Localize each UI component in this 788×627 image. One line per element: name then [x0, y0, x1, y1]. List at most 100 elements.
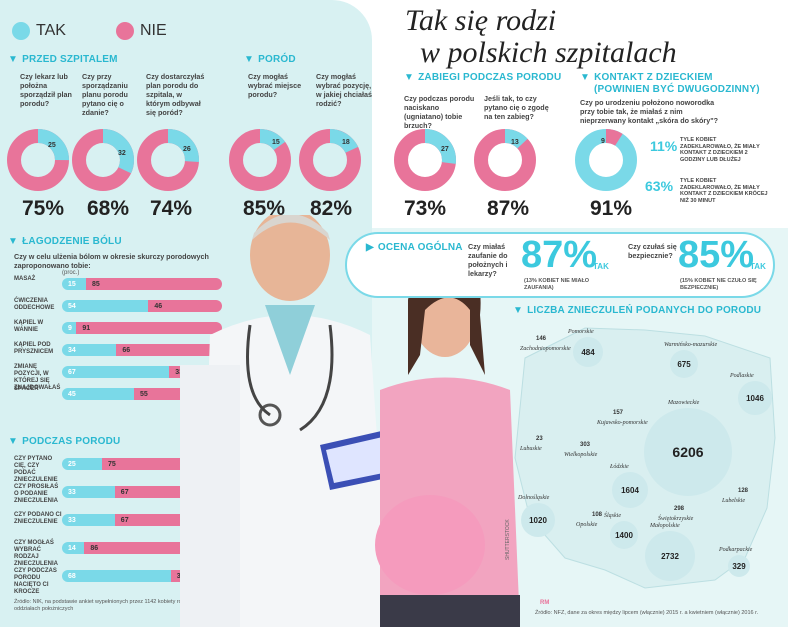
section-lagodzenie: ▼ ŁAGODZENIE BÓLU	[8, 236, 122, 247]
source-nik: Źródło: NIK, na podstawie ankiet wypełni…	[14, 599, 212, 612]
map-region-name: Opolskie	[576, 522, 598, 528]
section-kontakt-sub: (POWINIEN BYĆ DWUGODZINNY)	[594, 84, 760, 95]
bar-segment-tak: 33	[62, 514, 115, 526]
bar-row-label: MASAŻ	[14, 276, 36, 282]
unit-label: (proc.)	[62, 270, 80, 276]
pct-pozycja: 82%	[310, 197, 353, 220]
map-region-name: Dolnośląskie	[518, 495, 550, 501]
bar-segment-tak: 34	[62, 344, 117, 356]
donut-label-zgoda: 13	[511, 139, 519, 146]
stat2-pct: 63%	[645, 178, 674, 194]
legend-tak: TAK	[36, 22, 66, 39]
stacked-bar: 9 91	[62, 322, 222, 334]
stat2-text: TYLE KOBIET ZADEKLAROWAŁO, ŻE MIAŁY KONT…	[680, 178, 768, 204]
legend-nie: NIE	[140, 22, 167, 39]
map-value: 108	[592, 512, 603, 518]
stat1-pct: 11%	[650, 138, 678, 154]
question-zgoda: Jeśli tak, to czy pytano cię o zgodę na …	[484, 94, 549, 121]
stat1-text: TYLE KOBIET ZADEKLAROWAŁO, ŻE MIAŁY KONT…	[680, 137, 760, 163]
map-region-name: Podkarpackie	[719, 547, 753, 553]
donut-label-brzuch: 27	[441, 146, 449, 153]
bar-segment-tak: 15	[62, 278, 86, 290]
donut-segment	[7, 129, 69, 191]
map-bubble: 1604	[612, 472, 648, 508]
question-brzuch: Czy podczas porodu naciskano (ugniatano)…	[404, 94, 475, 130]
section-mapa: ▼ LICZBA ZNIECZULEŃ PODANYCH DO PORODU	[513, 305, 762, 316]
pct-zgoda: 87%	[487, 197, 530, 220]
donut-label-zdanie: 32	[118, 150, 126, 157]
bar-row-label: ZMIANĘ POZYCJI, W KTÓREJ SIĘ ZNAJDOWAŁAŚ	[14, 364, 61, 391]
donut-label-plan: 25	[48, 142, 56, 149]
stacked-bar: 15 85	[62, 278, 222, 290]
legend-tak-dot	[12, 22, 30, 40]
map-region-name: Wielkopolskie	[564, 452, 598, 458]
donut-segment	[299, 129, 361, 191]
donut-segment	[394, 129, 456, 191]
donut-segment	[474, 129, 536, 191]
bar-row-label: CZY PYTANO CIĘ, CZY PODAĆ ZNIECZULENIE	[14, 456, 58, 483]
map-bubble: 329	[728, 555, 750, 577]
question-zaufanie: Czy miałaś zaufanie do położnych i lekar…	[468, 242, 508, 278]
note-zaufanie: (13% KOBIET NIE MIAŁO ZAUFANIA)	[524, 278, 590, 291]
bar-row-label: CZY PODANO CI ZNIECZULENIE	[14, 512, 62, 525]
donut-label-pozycja: 18	[342, 139, 350, 146]
stacked-bar: 34 66	[62, 344, 222, 356]
photo-credit: SHUTTERSTOCK	[505, 519, 511, 560]
pct-zdanie: 68%	[87, 197, 130, 220]
map-region-name: Lubuskie	[520, 446, 542, 452]
map-bubble: 1046	[738, 381, 772, 415]
pct-plan: 75%	[22, 197, 65, 220]
pct-zaufanie: 87%	[521, 234, 598, 276]
donut-label-skora: 9	[601, 138, 605, 145]
question-plan: Czy lekarz lub położna sporządził plan p…	[20, 72, 72, 108]
section-podczas: ▼ PODCZAS PORODU	[8, 436, 121, 447]
map-bubble: 1020	[521, 503, 555, 537]
bar-segment-tak: 67	[62, 366, 170, 378]
donut-segment	[137, 129, 199, 191]
bar-segment-tak: 33	[62, 486, 115, 498]
donut-label-dostarczenie: 26	[183, 146, 191, 153]
source-nfz: Źródło: NFZ, dane za okres między lipcem…	[535, 610, 759, 616]
question-miejsce: Czy mogłaś wybrać miejsce porodu?	[248, 72, 302, 99]
map-region-name: Zachodniopomorskie	[520, 346, 571, 352]
map-value: 303	[580, 442, 591, 448]
bar-segment-nie: 66	[116, 344, 222, 356]
map-value: 23	[536, 436, 543, 442]
title-line1: Tak się rodzi	[405, 4, 557, 37]
section-zabiegi: ▼ ZABIEGI PODCZAS PORODU	[404, 72, 562, 83]
map-value: 146	[536, 336, 547, 342]
section-przed-szpitalem: ▼ PRZED SZPITALEM	[8, 54, 118, 65]
bar-row-label: CZY PODCZAS PORODU NACIĘTO CI KROCZE	[14, 568, 57, 595]
map-bubble: 675	[670, 350, 698, 378]
bar-segment-nie: 91	[76, 322, 222, 334]
question-bezpiecznie: Czy czułaś się bezpiecznie?	[628, 242, 677, 260]
map-region-name: Podlaskie	[730, 373, 754, 379]
map-region-name: Świętokrzyskie	[658, 516, 694, 522]
tak-zaufanie: TAK	[593, 262, 609, 271]
donut-segment	[72, 129, 134, 191]
pct-bezpiecznie: 85%	[678, 234, 755, 276]
map-region-name: Kujawsko-pomorskie	[597, 420, 648, 426]
pct-dostarczenie: 74%	[150, 197, 193, 220]
map-region-name: Mazowieckie	[668, 400, 700, 406]
question-dostarczenie: Czy dostarczyłaś plan porodu do szpitala…	[146, 72, 205, 117]
map-region-name: Śląskie	[604, 513, 621, 519]
bar-row-label: KĄPIEL W WANNIE	[14, 320, 44, 333]
ocena-panel	[345, 232, 775, 298]
section-ocena: ▶ OCENA OGÓLNA	[366, 242, 463, 253]
map-bubble: 484	[573, 337, 603, 367]
doctor-and-patient-illustration	[180, 215, 520, 627]
question-skora: Czy po urodzeniu położono noworodka przy…	[580, 98, 719, 125]
bar-segment-nie: 85	[86, 278, 222, 290]
donut-segment	[575, 129, 637, 191]
tak-bezpiecznie: TAK	[750, 262, 766, 271]
pct-skora: 91%	[590, 197, 633, 220]
bar-row-label: KĄPIEL POD PRYSZNICEM	[14, 342, 54, 355]
logo: RM	[540, 600, 550, 606]
question-zdanie: Czy przy sporządzaniu planu porodu pytan…	[82, 72, 128, 117]
donut-label-miejsce: 15	[272, 139, 280, 146]
legend-nie-dot	[116, 22, 134, 40]
bar-row-label: CZY MOGŁAŚ WYBRAĆ RODZAJ ZNIECZULENIA	[14, 540, 58, 567]
bar-segment-nie: 46	[148, 300, 222, 312]
bar-segment-tak: 45	[62, 388, 134, 400]
